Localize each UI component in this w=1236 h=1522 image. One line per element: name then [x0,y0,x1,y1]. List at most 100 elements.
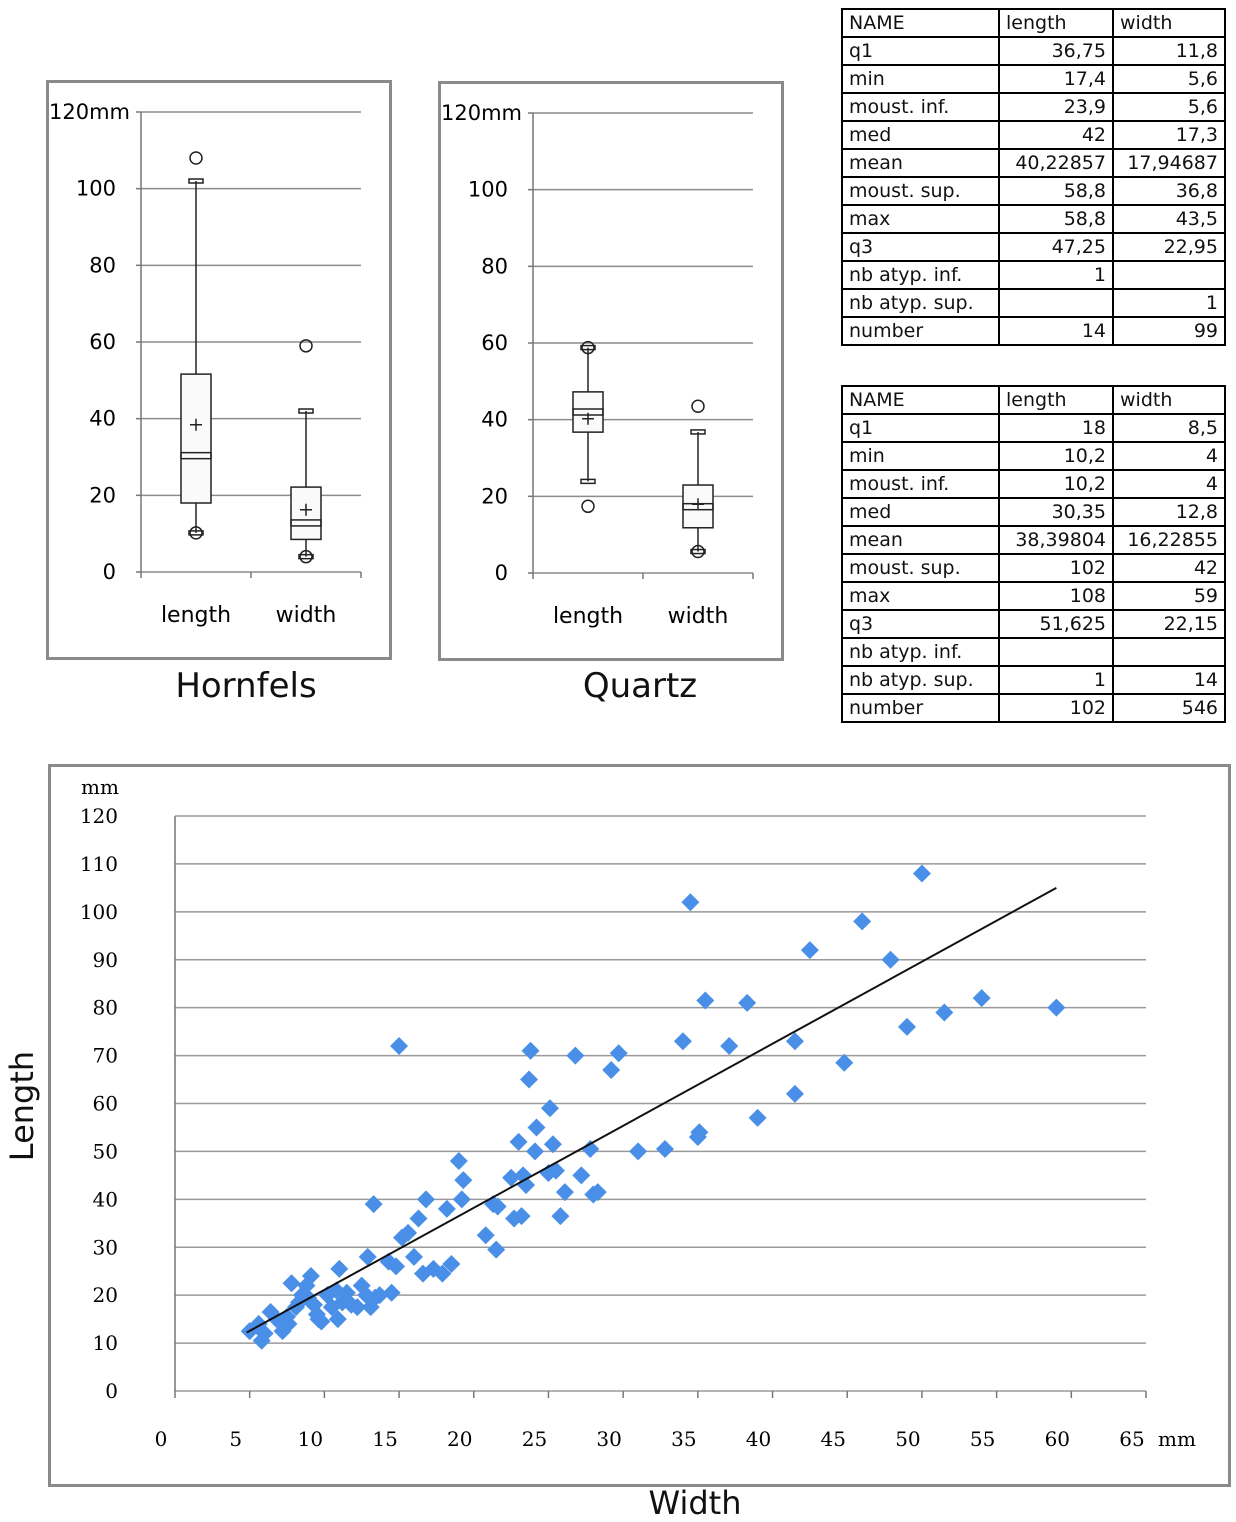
scatter-point [572,1166,591,1185]
scatter-point [387,1257,406,1276]
scatter-point [454,1171,473,1190]
hornfels-ytick-label: 100 [76,177,116,201]
table-cell: moust. inf. [841,469,1000,499]
scatter-point [437,1199,456,1218]
table-cell: 42 [1112,553,1226,583]
scatter-point [539,1163,558,1182]
table-cell: 99 [1112,316,1226,346]
scatter-point [629,1142,648,1161]
scatter-ytick-label: 120 [80,804,118,828]
table-cell: 23,9 [998,92,1114,122]
table-cell: nb atyp. inf. [841,260,1000,290]
quartz-mean-marker [582,412,594,425]
quartz-min-marker [581,499,595,514]
quartz-max-marker [691,399,705,413]
table-cell: 14 [998,316,1114,346]
scatter-point [881,950,900,969]
hornfels-ytick-label: 80 [89,253,116,277]
scatter-point [602,1060,621,1079]
scatter-ytick-label: 110 [80,852,118,876]
scatter-point [364,1195,383,1214]
scatter-point [972,989,991,1008]
scatter-point [588,1183,607,1202]
scatter-point [255,1324,274,1343]
quartz-max-marker [581,340,595,355]
scatter-point [853,912,872,931]
scatter-point [312,1312,331,1331]
scatter-point [330,1259,349,1278]
hornfels-box [180,373,212,504]
scatter-point [487,1240,506,1259]
table-cell: number [841,316,1000,346]
scatter-point [301,1267,320,1285]
table-header-cell: length [998,8,1114,38]
table-cell: 10,2 [998,469,1114,499]
table-cell: 17,4 [998,64,1114,94]
table-row: med 42 17,3 [841,120,1226,150]
scatter-point [609,1044,628,1063]
scatter-point [935,1003,954,1022]
scatter-point [785,1084,804,1103]
hornfels-category-label: length [161,603,231,628]
scatter-point [520,1070,539,1089]
scatter-point [696,991,715,1010]
table-cell: moust. sup. [841,553,1000,583]
table-header-cell: width [1112,8,1226,38]
hornfels-whisker-cap-upper [188,178,204,184]
scatter-xtick-label: 50 [895,1427,920,1451]
hornfels-whisker-cap-lower [188,530,204,536]
table-row: nb atyp. inf. [841,637,1226,667]
table-cell: 102 [998,693,1114,723]
scatter-point [279,1314,298,1333]
table-row: nb atyp. sup. 1 14 [841,665,1226,695]
scatter-point [297,1276,316,1295]
scatter-point [452,1190,471,1209]
table-cell: q1 [841,413,1000,443]
scatter-point [543,1135,562,1154]
scatter-xtick-label: 40 [746,1427,771,1451]
table-cell: nb atyp. inf. [841,637,1000,667]
scatter-point [835,1053,854,1072]
table-cell [1112,637,1226,667]
table-cell: 1 [998,260,1114,290]
quartz-ytick-label: 60 [481,331,508,355]
table-row: moust. sup. 102 42 [841,553,1226,583]
table-cell: 14 [1112,665,1226,695]
scatter-point [416,1190,435,1209]
table-cell: mean [841,148,1000,178]
table-cell: 10,2 [998,441,1114,471]
scatter-ytick-label: 30 [93,1235,118,1259]
scatter-point [442,1255,461,1274]
scatter-point [409,1209,428,1228]
scatter-point [390,1037,409,1055]
quartz-category-label: length [553,604,623,629]
table-cell: nb atyp. sup. [841,288,1000,318]
table-header-cell: width [1112,385,1226,415]
scatter-point [897,1017,916,1036]
table-cell: 18 [998,413,1114,443]
table-header-row: NAME length width [841,385,1226,415]
scatter-trendline [246,886,1057,1334]
table-row: q3 47,25 22,95 [841,232,1226,262]
hornfels-panel-frame [46,80,392,660]
scatter-point [488,1197,507,1216]
scatter-xtick-label: 65 [1119,1427,1144,1451]
table-cell: 17,94687 [1112,148,1226,178]
scatter-point [688,1128,707,1147]
scatter-xtick-label: 45 [821,1427,846,1451]
table-cell [998,637,1114,667]
table-row: q1 36,75 11,8 [841,36,1226,66]
table-row: max 108 59 [841,581,1226,611]
table-cell: 42 [998,120,1114,150]
scatter-ytick-label: 40 [93,1187,118,1211]
table-row: mean 40,22857 17,94687 [841,148,1226,178]
table-cell: moust. sup. [841,176,1000,206]
quartz-ytick-label: 80 [481,254,508,278]
quartz-ytick-label-top: 120mm [441,101,522,125]
hornfels-ytick-label-top: 120mm [49,100,130,124]
scatter-point [555,1183,574,1202]
scatter-point [581,1140,600,1159]
hornfels-whisker-cap-upper [298,408,314,414]
table-cell: 40,22857 [998,148,1114,178]
scatter-point [449,1152,468,1170]
